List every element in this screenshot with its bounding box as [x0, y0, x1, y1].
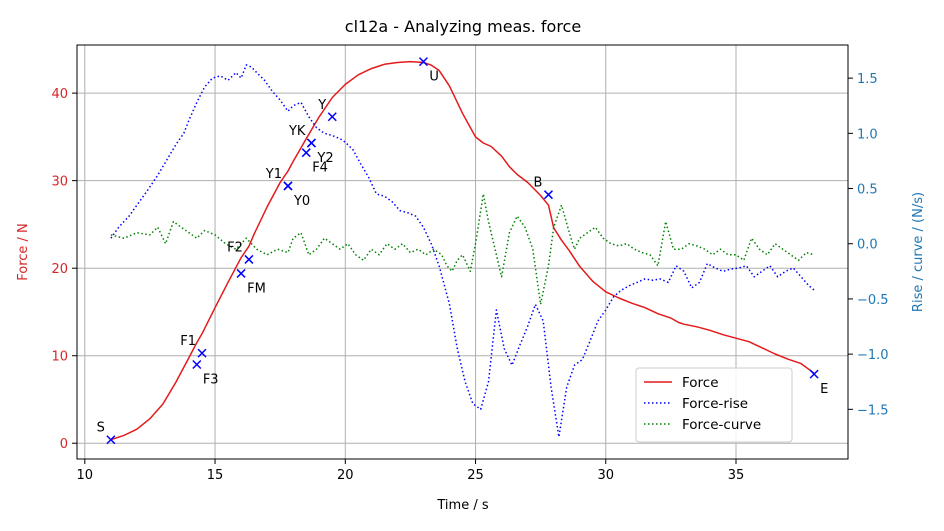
y-right-tick-label: 1.0: [857, 127, 878, 142]
marker-s: S: [97, 421, 116, 445]
x-tick-label: 35: [728, 468, 745, 483]
legend-entry: Force-curve: [682, 417, 761, 433]
y-axis-left-label: Force / N: [16, 223, 31, 281]
marker-label: U: [429, 70, 439, 85]
marker-cross: [283, 181, 293, 191]
grid: [77, 45, 848, 459]
y-right-tick-label: −1.0: [857, 348, 889, 363]
marker-cross: [306, 138, 316, 148]
y-right-tick-label: −0.5: [857, 293, 889, 308]
x-axis-label: Time / s: [436, 498, 488, 513]
legend-entry: Force: [682, 375, 719, 391]
marker-label: Y: [317, 98, 326, 113]
y-right-tick-label: −1.5: [857, 403, 889, 418]
x-tick-label: 30: [597, 468, 614, 483]
marker-label: F4: [312, 161, 328, 176]
y-left-tick-label: 30: [51, 175, 68, 190]
legend-box: [635, 367, 793, 443]
x-tick-label: 15: [207, 468, 224, 483]
legend-entry: Force-rise: [682, 396, 748, 412]
y-left-tick-label: 40: [51, 87, 68, 102]
marker-y0: Y0: [283, 181, 310, 209]
chart-title: cl12a - Analyzing meas. force: [345, 17, 581, 36]
marker-fm: FM: [236, 268, 266, 296]
marker-cross: [244, 254, 254, 264]
x-axis: 10 15 20 25 30 35: [77, 459, 745, 483]
x-tick-label: 20: [337, 468, 354, 483]
series-line-force: [110, 60, 815, 441]
series-line-force-rise: [110, 64, 815, 438]
x-tick-label: 25: [467, 468, 484, 483]
y-right-tick-label: 0.5: [857, 183, 878, 198]
marker-label: Y0: [293, 194, 310, 209]
marker-f4: F4: [301, 148, 328, 176]
marker-label: Y1: [265, 167, 282, 182]
legend: Force Force-rise Force-curve: [635, 367, 793, 443]
marker-label: FM: [247, 281, 266, 296]
marker-cross: [327, 112, 337, 122]
marker-cross: [543, 190, 553, 200]
marker-f2: F2: [227, 240, 254, 264]
marker-label: F1: [180, 334, 196, 349]
marker-cross: [192, 359, 202, 370]
marker-label: YK: [288, 124, 306, 139]
marker-label: F3: [203, 372, 219, 387]
marker-b: B: [534, 176, 553, 200]
marker-cross: [197, 348, 207, 358]
event-markers: S F1 F3 FM F2 Y1 Y0 F4 YK Y2 Y U B E: [97, 57, 828, 445]
marker-cross: [418, 57, 428, 67]
y-axis-right: −1.5 −1.0 −0.5 0.0 0.5 1.0 1.5: [848, 72, 889, 418]
marker-label: Y2: [316, 151, 333, 166]
marker-u: U: [418, 57, 439, 85]
x-tick-label: 10: [77, 468, 94, 483]
marker-cross: [106, 435, 116, 445]
y-left-tick-label: 20: [51, 262, 68, 277]
y-right-tick-label: 1.5: [857, 72, 878, 87]
marker-cross: [236, 268, 246, 278]
marker-label: E: [820, 382, 828, 397]
y-axis-left: 0 10 20 30 40: [51, 87, 77, 452]
marker-label: S: [97, 421, 105, 436]
y-left-tick-label: 0: [60, 437, 68, 452]
marker-y2: Y2: [306, 138, 334, 166]
marker-label: F2: [227, 240, 243, 255]
marker-cross: [809, 369, 819, 379]
marker-label: B: [534, 176, 543, 191]
marker-f1: F1: [180, 334, 207, 358]
marker-f3: F3: [192, 359, 219, 387]
marker-cross: [301, 148, 311, 158]
plot-area: [110, 60, 815, 441]
y-left-tick-label: 10: [51, 350, 68, 365]
marker-e: E: [809, 369, 828, 397]
y-right-tick-label: 0.0: [857, 238, 878, 253]
plot-frame: [76, 44, 849, 460]
y-axis-right-label: Rise / curve / (N/s): [911, 192, 926, 312]
marker-y: Y: [317, 98, 337, 122]
